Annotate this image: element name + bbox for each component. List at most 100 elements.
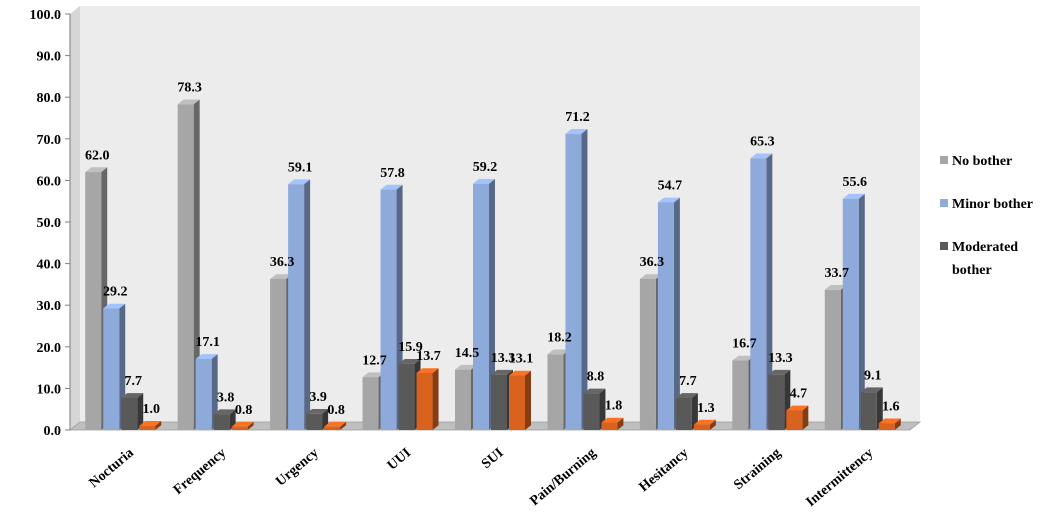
bar-top (639, 274, 662, 279)
x-category-label: Nocturia (87, 446, 137, 491)
y-tick-label: 20.0 (37, 341, 62, 356)
bar-top (842, 193, 865, 199)
bar (860, 387, 883, 430)
bar-front (473, 183, 489, 430)
bar-front (786, 410, 803, 430)
bar-top (380, 184, 403, 190)
bar-front (177, 104, 194, 430)
bar-side (489, 178, 495, 430)
bar-front (732, 360, 749, 430)
bar-front (565, 133, 582, 431)
x-category-label: Pain/Burning (527, 446, 599, 510)
bar-side (876, 387, 883, 430)
bar-front (509, 375, 525, 430)
data-label: 1.0 (142, 402, 160, 417)
data-label: 15.9 (398, 340, 423, 355)
bar-top (231, 421, 254, 427)
bar (601, 417, 624, 430)
data-label: 13.7 (416, 349, 441, 364)
data-label: 33.7 (825, 266, 850, 281)
bar-top (491, 369, 513, 375)
bar (473, 178, 495, 430)
data-label: 14.5 (455, 346, 480, 361)
bar (878, 418, 901, 430)
bar (121, 393, 144, 430)
data-label: 12.7 (362, 353, 387, 368)
data-label: 71.2 (565, 110, 590, 125)
data-label: 78.3 (177, 80, 202, 95)
y-axis: 0.0 10.0 20.0 30.0 40.0 50.0 60.0 70.0 80.0 90.0 1… (30, 8, 71, 439)
bar-front (824, 289, 841, 430)
bar-side (211, 354, 218, 430)
data-label: 3.9 (309, 390, 327, 405)
data-label: 13.3 (768, 351, 793, 366)
bar-top (398, 359, 421, 364)
bar (213, 409, 236, 430)
bar-side (247, 421, 254, 430)
x-category-label: UUI (385, 446, 414, 474)
bar-front (842, 198, 859, 430)
side-wall (70, 6, 80, 430)
data-label: 17.1 (195, 335, 220, 350)
bar-side (894, 418, 901, 430)
bar-front (601, 422, 618, 430)
bar-front (139, 425, 156, 430)
bar (85, 167, 108, 430)
bar-front (583, 393, 600, 430)
data-label: 55.6 (843, 175, 868, 190)
bar-side (802, 405, 809, 430)
data-label: 13.3 (491, 351, 516, 366)
bar-top (213, 409, 236, 415)
bar-front (455, 369, 471, 430)
bar-top (416, 368, 439, 374)
bar-front (860, 392, 877, 430)
y-tick-label: 50.0 (37, 216, 62, 231)
bar-top (693, 419, 716, 425)
bar-front (675, 397, 692, 430)
bar (195, 354, 218, 430)
bar-top (583, 388, 606, 394)
legend-swatch (940, 199, 948, 207)
bar-front (750, 158, 767, 431)
bar-top (121, 393, 144, 398)
bar-front (288, 184, 305, 430)
y-tick-label: 40.0 (37, 258, 62, 273)
bar-front (195, 358, 212, 430)
legend-item: Minor bother (940, 197, 1033, 212)
data-label: 18.2 (547, 330, 572, 345)
data-label: 0.8 (327, 403, 345, 418)
legend-swatch (940, 242, 948, 250)
bar (324, 421, 347, 430)
bar-front (693, 424, 710, 430)
legend-label: bother (952, 263, 992, 278)
bar-front (491, 374, 507, 430)
bar-side (340, 421, 347, 430)
data-label: 9.1 (864, 368, 882, 383)
bar-top (601, 417, 624, 423)
bar (509, 370, 531, 430)
data-label: 1.6 (882, 400, 900, 415)
y-tick-label: 60.0 (37, 174, 62, 189)
bar (657, 197, 680, 430)
data-label: 1.3 (697, 401, 715, 416)
bar-series-group (85, 99, 901, 431)
bar-side (581, 129, 588, 430)
bar-front (270, 278, 287, 430)
legend-swatch (940, 156, 948, 164)
bar-top (362, 372, 385, 378)
legend-item: No bother (940, 154, 1012, 169)
data-label: 13.1 (509, 352, 534, 367)
x-axis-categories: Nocturia Frequency Urgency UUI SUI Pain/Burni… (87, 446, 877, 510)
bar-front (657, 202, 674, 430)
bar-top (85, 167, 108, 173)
bar-top (786, 405, 809, 411)
data-label: 7.7 (679, 374, 697, 389)
bar-front (103, 308, 120, 430)
y-tick-label: 80.0 (37, 91, 62, 106)
bar-top (657, 197, 680, 203)
bar-front (380, 189, 397, 430)
bar (565, 129, 588, 431)
data-label: 57.8 (380, 166, 405, 181)
bar (693, 419, 716, 430)
bar-top (860, 387, 883, 393)
